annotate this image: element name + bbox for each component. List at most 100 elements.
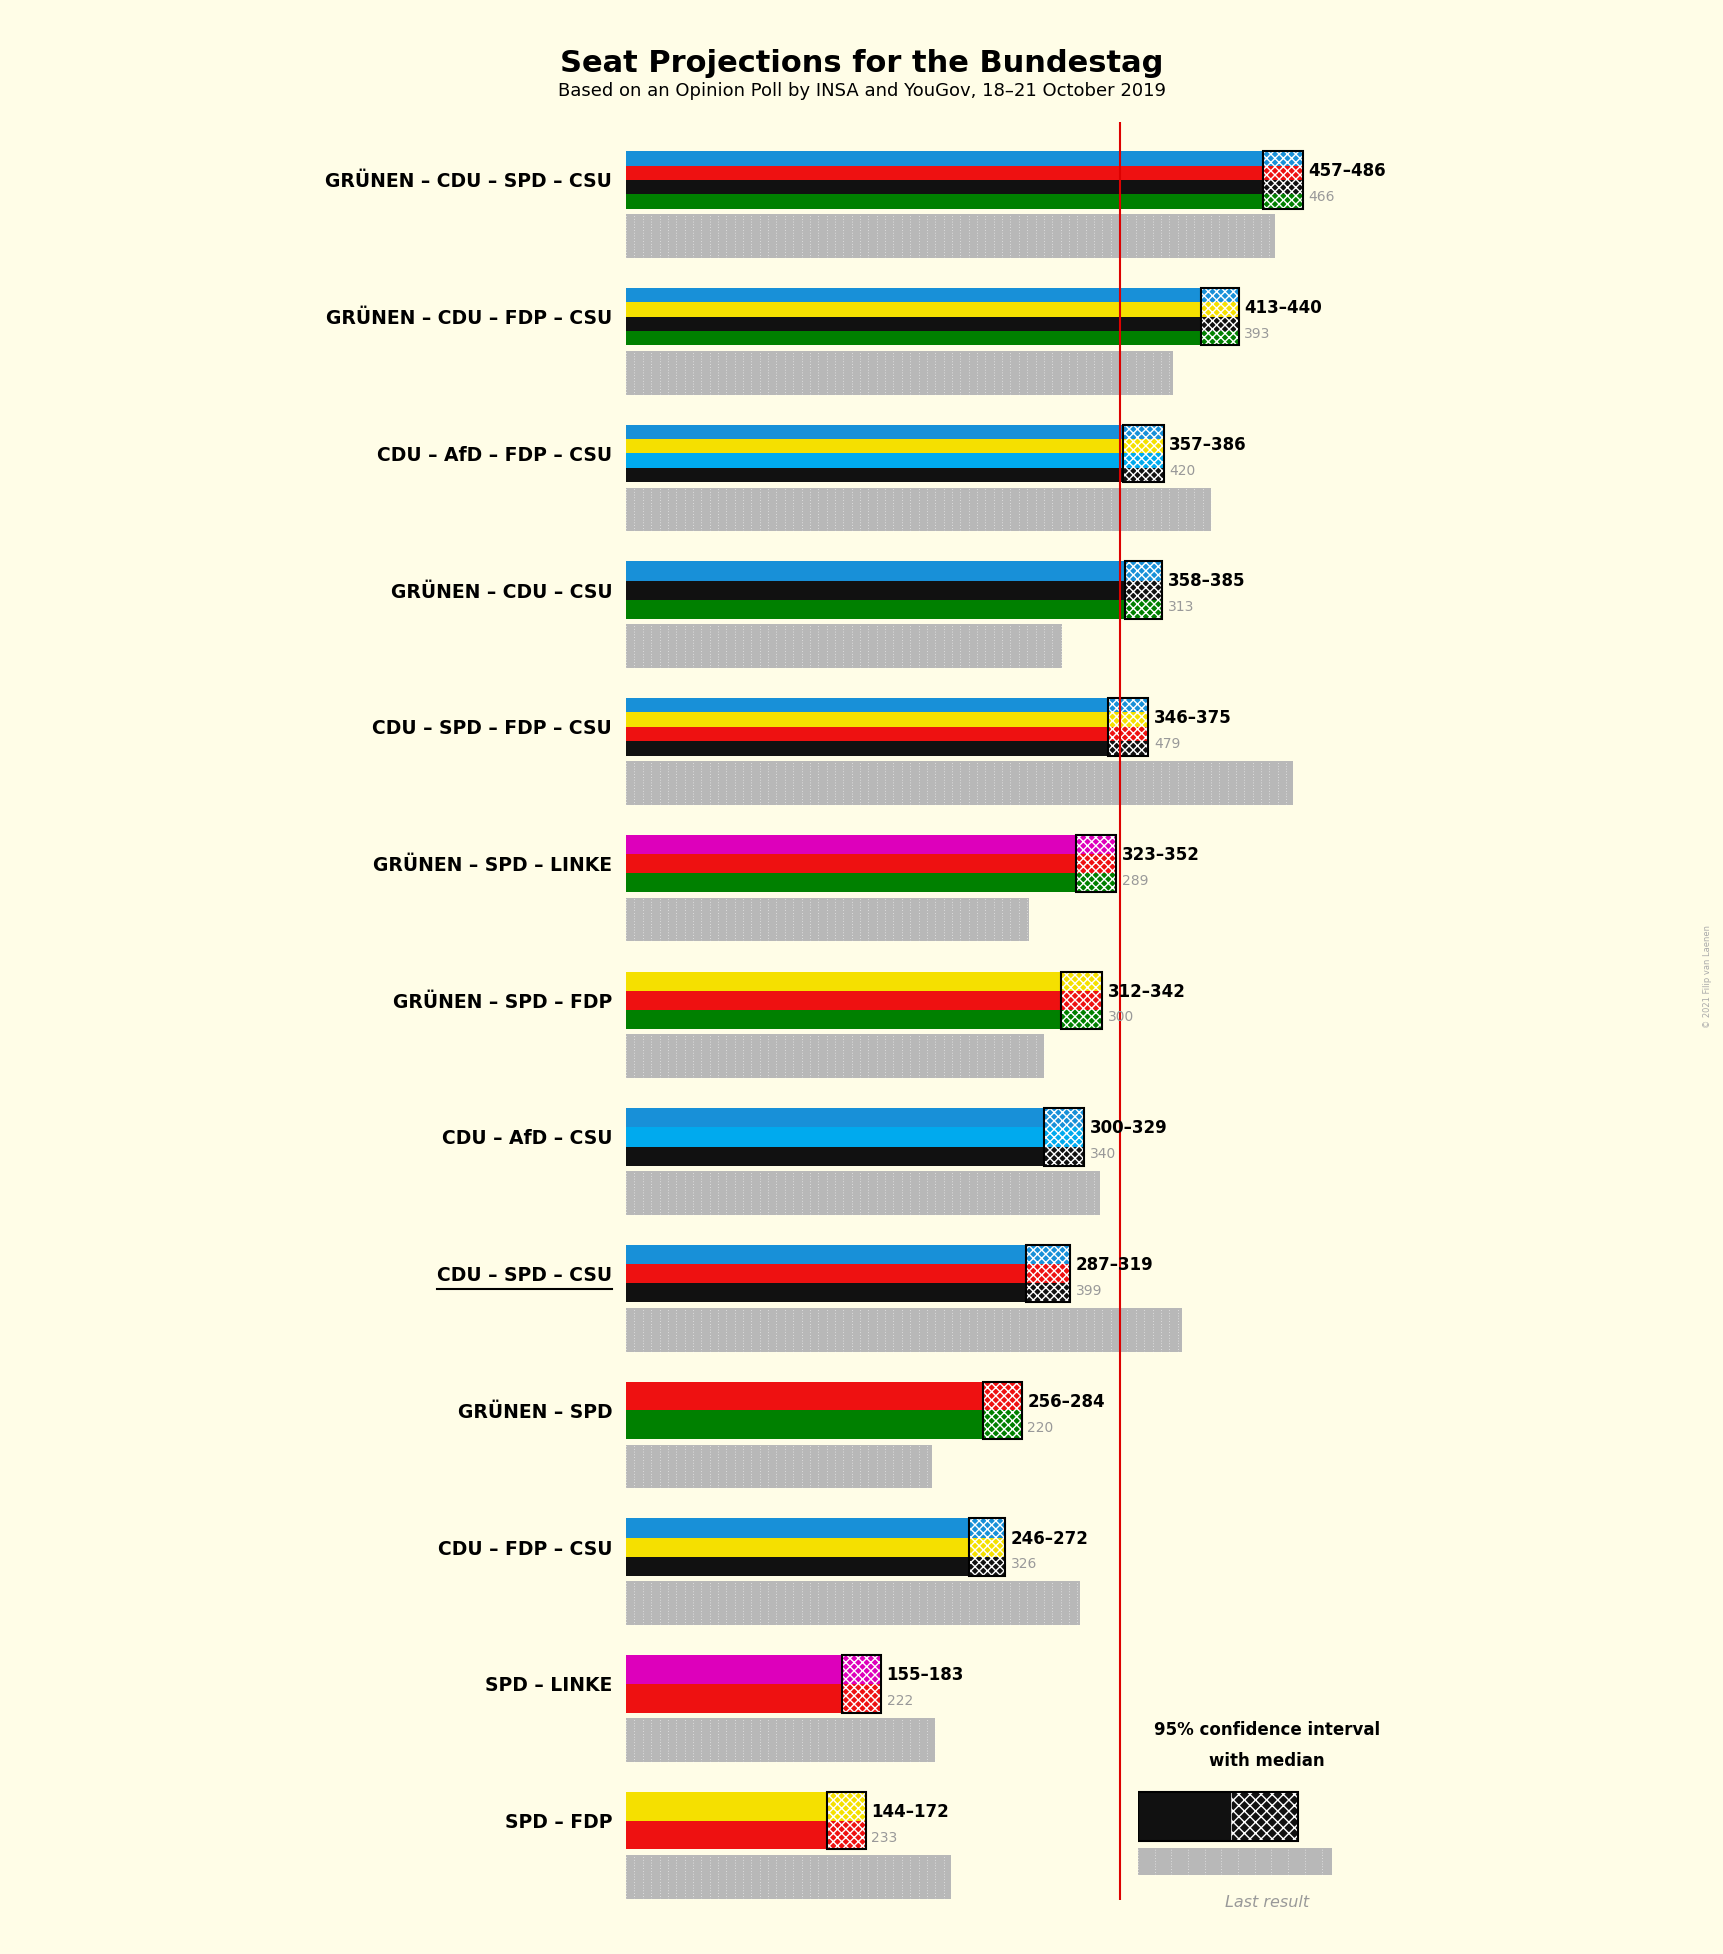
Bar <box>1108 727 1148 741</box>
Bar <box>625 424 1123 440</box>
Bar <box>625 440 1123 453</box>
Bar <box>625 352 1173 395</box>
Bar <box>625 1284 1025 1303</box>
Bar <box>625 991 1060 1010</box>
Bar <box>625 467 1123 483</box>
Bar <box>1025 1264 1070 1284</box>
Bar <box>625 1010 1060 1030</box>
Text: 479: 479 <box>1153 737 1180 750</box>
Bar <box>1123 440 1163 453</box>
Bar <box>1261 150 1303 209</box>
Bar <box>1123 600 1161 619</box>
Bar <box>1201 287 1239 346</box>
Bar <box>625 834 1075 854</box>
Bar <box>625 1581 1080 1626</box>
Bar <box>1060 971 1101 991</box>
Bar <box>1044 1127 1084 1147</box>
Text: Based on an Opinion Poll by INSA and YouGov, 18–21 October 2019: Based on an Opinion Poll by INSA and You… <box>558 82 1165 100</box>
Bar <box>625 741 1108 756</box>
Text: 155–183: 155–183 <box>886 1667 963 1684</box>
Bar <box>1044 1108 1084 1167</box>
Bar <box>625 897 1029 942</box>
Bar <box>1201 287 1239 303</box>
Text: 393: 393 <box>1244 326 1270 340</box>
Bar <box>625 1792 825 1821</box>
Text: 457–486: 457–486 <box>1308 162 1385 180</box>
Bar <box>625 1381 982 1411</box>
Bar <box>625 317 1201 330</box>
Bar <box>1137 1792 1297 1841</box>
Bar <box>625 1718 934 1763</box>
Bar <box>625 180 1261 193</box>
Bar <box>625 150 1261 166</box>
Bar <box>625 1108 1044 1127</box>
Bar <box>982 1381 1022 1411</box>
Bar <box>1044 1108 1084 1127</box>
Bar <box>1201 317 1239 330</box>
Text: 312–342: 312–342 <box>1108 983 1185 1000</box>
Text: 313: 313 <box>1166 600 1194 614</box>
Bar <box>1261 166 1303 180</box>
Bar <box>625 1411 982 1440</box>
Bar <box>625 1684 841 1712</box>
Bar <box>1044 1108 1084 1167</box>
Bar <box>625 600 1123 619</box>
Bar <box>1123 424 1163 483</box>
Bar <box>625 330 1201 346</box>
Text: 246–272: 246–272 <box>1010 1530 1087 1548</box>
Bar <box>968 1538 1005 1557</box>
Bar <box>1108 698 1148 756</box>
Text: 233: 233 <box>870 1831 898 1845</box>
Bar <box>1075 854 1117 873</box>
Bar <box>1060 971 1101 1030</box>
Bar <box>625 287 1201 303</box>
Bar <box>1044 1147 1084 1167</box>
Bar <box>1060 971 1101 1030</box>
Bar <box>968 1557 1005 1575</box>
Bar <box>825 1821 865 1848</box>
Text: 289: 289 <box>1122 873 1148 887</box>
Bar <box>625 580 1123 600</box>
Bar <box>625 1538 968 1557</box>
Bar <box>1137 1848 1330 1876</box>
Bar <box>625 1245 1025 1264</box>
Text: 413–440: 413–440 <box>1244 299 1322 317</box>
Bar <box>625 488 1210 531</box>
Bar <box>625 623 1061 668</box>
Bar <box>625 1444 932 1489</box>
Bar <box>1075 834 1117 893</box>
Text: 357–386: 357–386 <box>1168 436 1246 453</box>
Bar <box>625 1127 1044 1147</box>
Text: 256–284: 256–284 <box>1027 1393 1104 1411</box>
Bar <box>1201 287 1239 346</box>
Text: 300–329: 300–329 <box>1089 1120 1166 1137</box>
Text: 399: 399 <box>1075 1284 1101 1297</box>
Bar <box>1123 424 1163 440</box>
Bar <box>625 166 1261 180</box>
Text: with median: with median <box>1208 1753 1325 1770</box>
Bar <box>625 1655 841 1684</box>
Bar <box>1108 741 1148 756</box>
Bar <box>1261 180 1303 193</box>
Bar <box>625 303 1201 317</box>
Bar <box>1230 1792 1297 1841</box>
Bar <box>1123 580 1161 600</box>
Bar <box>1201 330 1239 346</box>
Bar <box>625 873 1075 893</box>
Bar <box>625 971 1060 991</box>
Bar <box>1261 150 1303 209</box>
Bar <box>625 760 1292 805</box>
Bar <box>1137 1792 1297 1841</box>
Bar <box>1261 150 1303 166</box>
Bar <box>1060 1010 1101 1030</box>
Bar <box>1075 834 1117 893</box>
Text: Last result: Last result <box>1225 1895 1308 1911</box>
Bar <box>625 1264 1025 1284</box>
Text: 340: 340 <box>1089 1147 1115 1161</box>
Bar <box>625 1821 825 1848</box>
Bar <box>1123 453 1163 467</box>
Text: 287–319: 287–319 <box>1075 1256 1153 1274</box>
Bar <box>1108 698 1148 713</box>
Bar <box>1060 991 1101 1010</box>
Bar <box>625 1518 968 1538</box>
